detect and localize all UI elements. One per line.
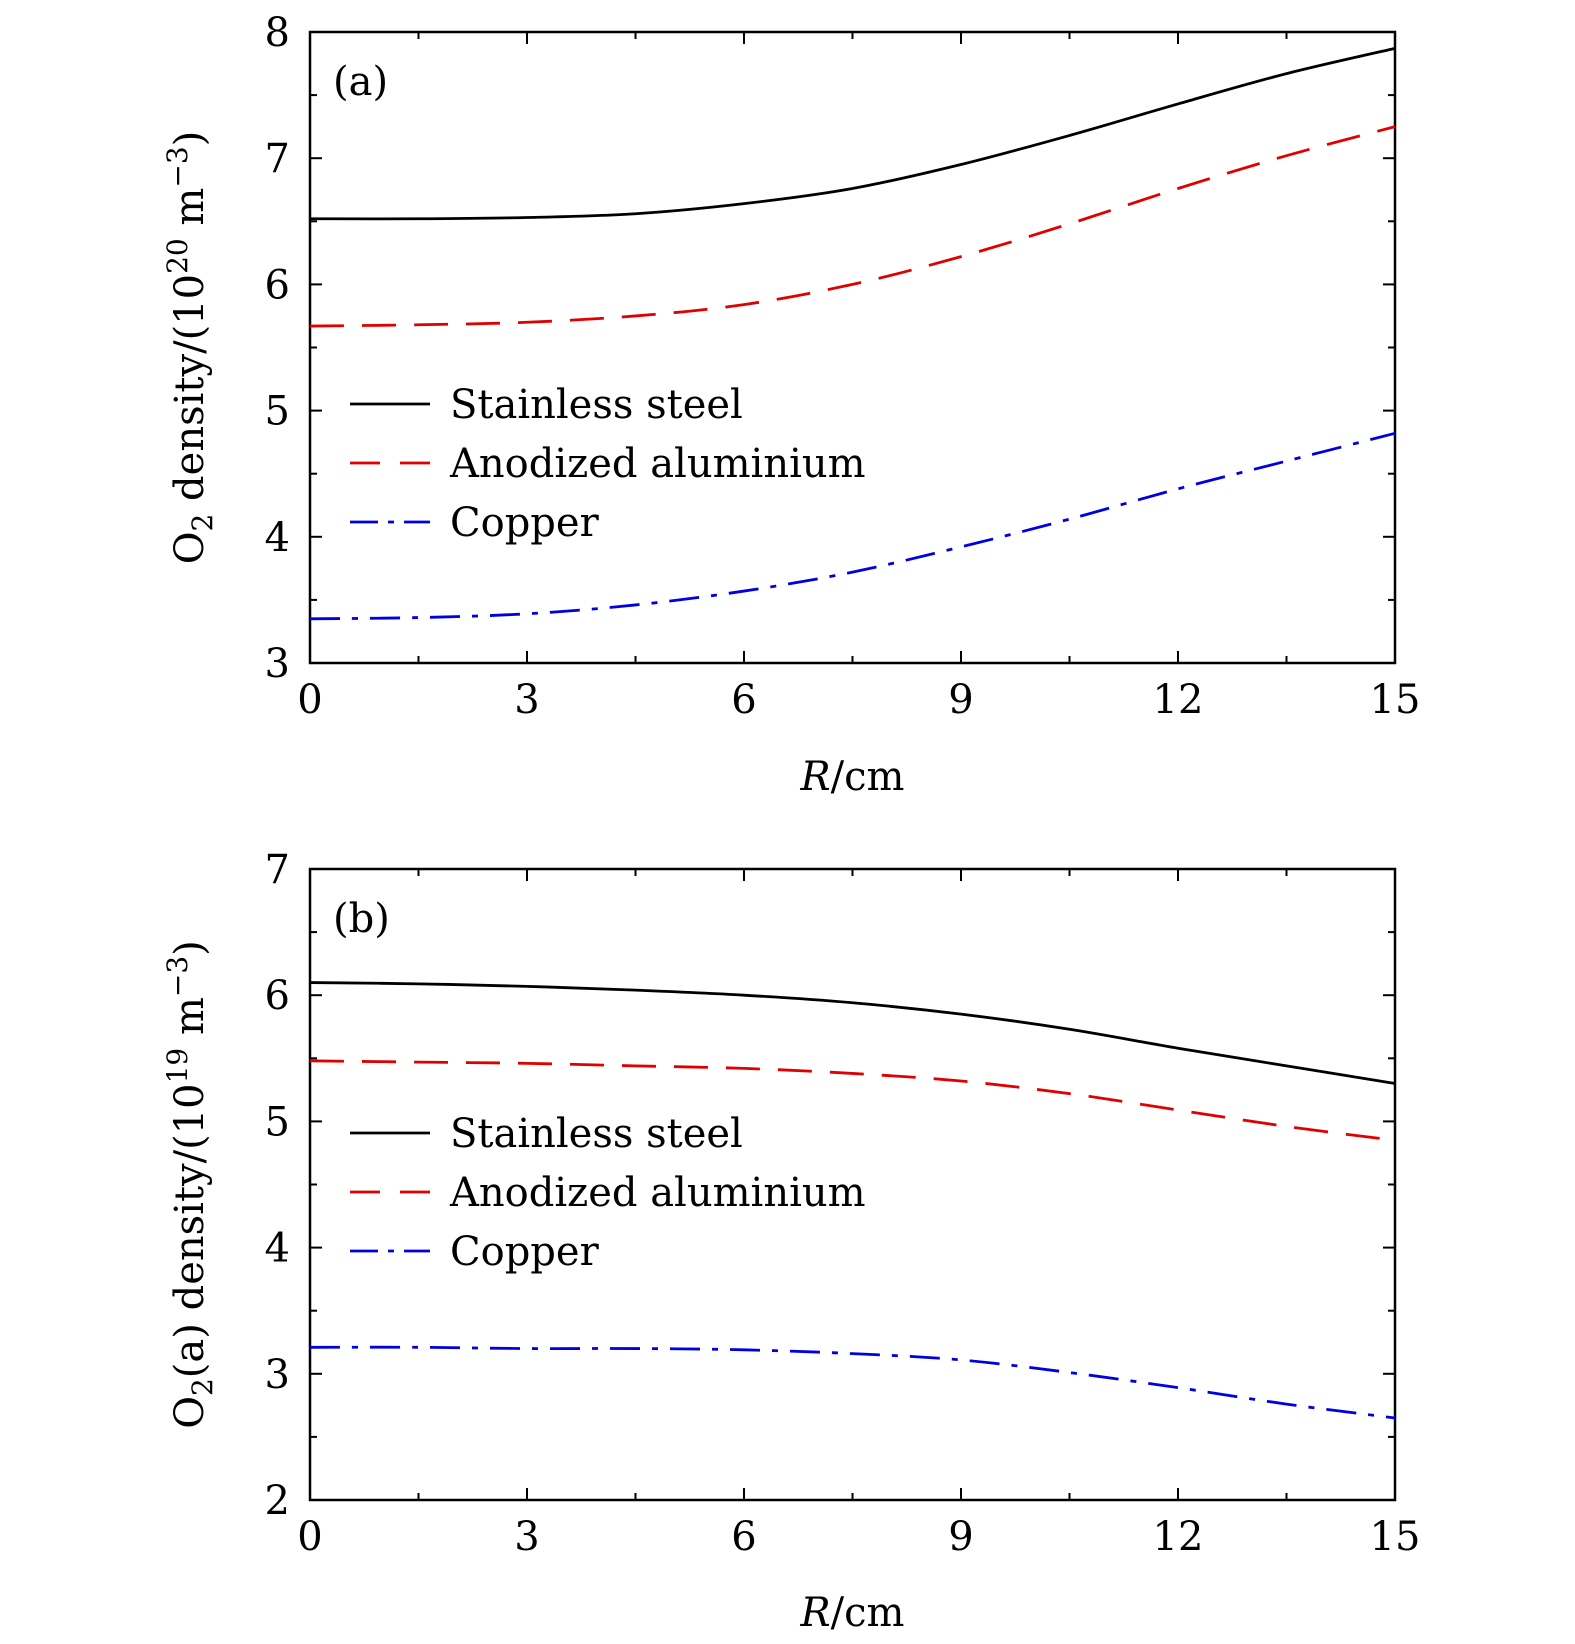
x-tick-label: 12 [1153, 677, 1204, 723]
x-axis-title: R/cm [800, 754, 905, 800]
x-tick-label: 6 [731, 677, 756, 723]
y-tick-label: 6 [265, 973, 290, 1019]
x-tick-label: 6 [731, 1514, 756, 1560]
legend-label: Stainless steel [450, 1111, 743, 1157]
x-tick-label: 15 [1370, 677, 1421, 723]
y-tick-label: 3 [265, 641, 290, 687]
legend-label: Copper [450, 500, 600, 546]
y-tick-label: 4 [265, 1226, 290, 1272]
legend-label: Stainless steel [450, 382, 743, 428]
series-line-anodized-aluminium [309, 1059, 1396, 1142]
series-line-anodized-aluminium [309, 125, 1396, 328]
panel-label: (b) [333, 896, 390, 942]
x-tick-label: 9 [948, 677, 973, 723]
y-tick-label: 6 [265, 262, 290, 308]
x-tick-label: 3 [514, 1514, 539, 1560]
y-tick-label: 7 [265, 847, 290, 893]
series-line-stainless-steel [309, 981, 1396, 1085]
plot-frame [308, 30, 1397, 665]
y-tick-label: 3 [265, 1352, 290, 1398]
x-tick-label: 15 [1370, 1514, 1421, 1560]
panel-label: (a) [333, 59, 388, 105]
y-axis-title: O2 density/(1020 m−3) [161, 131, 219, 565]
x-tick-label: 9 [948, 1514, 973, 1560]
x-tick-label: 0 [297, 1514, 322, 1560]
y-tick-label: 7 [265, 136, 290, 182]
series-line-stainless-steel [309, 47, 1396, 221]
legend-label: Anodized aluminium [449, 1170, 866, 1216]
x-axis-title: R/cm [800, 1590, 905, 1636]
y-tick-label: 5 [265, 389, 290, 435]
x-tick-label: 12 [1153, 1514, 1204, 1560]
legend-label: Copper [450, 1229, 600, 1275]
y-tick-label: 2 [265, 1478, 290, 1524]
series-line-copper [309, 431, 1396, 621]
y-axis-title: O2(a) density/(1019 m−3) [161, 940, 219, 1429]
y-tick-label: 8 [265, 10, 290, 56]
series-line-copper [309, 1345, 1396, 1420]
x-tick-label: 0 [297, 677, 322, 723]
chart-panel-b: 0 3 6 9 12 15 2 3 4 5 6 7 Stainless steel Anodized al… [161, 847, 1420, 1636]
y-tick-label: 5 [265, 1099, 290, 1145]
y-tick-label: 4 [265, 515, 290, 561]
x-tick-label: 3 [514, 677, 539, 723]
legend-label: Anodized aluminium [449, 441, 866, 487]
